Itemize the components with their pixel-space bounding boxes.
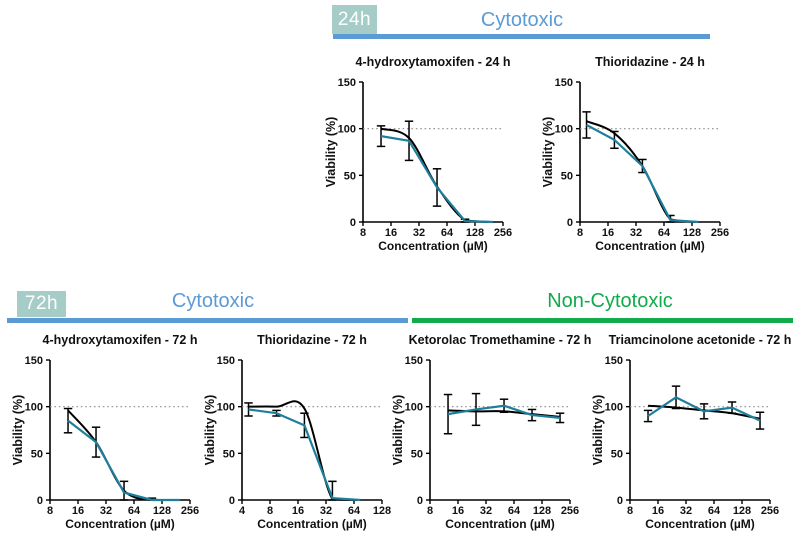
x-tick-label: 32: [630, 227, 642, 239]
chart-triamcinolone-acetonide-72h: Triamcinolone acetonide - 72 h Viability …: [591, 333, 791, 531]
x-tick-label: 16: [602, 227, 614, 239]
y-axis-label: Viability (%): [541, 117, 555, 188]
y-tick-label: 100: [25, 402, 43, 414]
x-tick-label: 32: [320, 505, 332, 517]
x-tick-label: 8: [427, 505, 433, 517]
chart-title: 4-hydroxytamoxifen - 72 h: [43, 333, 198, 347]
mean-line: [380, 135, 494, 224]
chart-thioridazine-72h: Thioridazine - 72 h Viability (%) Concentr…: [203, 333, 391, 531]
timepoint-badge-72h: 72h: [17, 291, 66, 317]
chart-title: Thioridazine - 24 h: [595, 55, 705, 69]
x-tick-label: 16: [72, 505, 84, 517]
y-axis-label: Viability (%): [591, 395, 605, 466]
y-tick-label: 150: [217, 355, 235, 367]
x-tick-label: 32: [680, 505, 692, 517]
chart-4-hydroxytamoxifen-24h: 4-hydroxytamoxifen - 24 h Viability (%) Co…: [324, 55, 512, 253]
x-tick-label: 4: [239, 505, 246, 517]
chart-title: 4-hydroxytamoxifen - 24 h: [356, 55, 511, 69]
x-tick-label: 32: [100, 505, 112, 517]
x-tick-label: 128: [373, 505, 391, 517]
mean-line: [447, 404, 561, 419]
x-tick-label: 256: [711, 227, 729, 239]
x-tick-label: 256: [181, 505, 199, 517]
timepoint-badge-24h: 24h: [332, 5, 377, 34]
x-axis-label: Concentration (µM): [445, 517, 555, 531]
y-tick-label: 100: [405, 402, 423, 414]
cytotoxic-72h-underline-bar: [7, 318, 408, 323]
chart-title: Thioridazine - 72 h: [257, 333, 367, 347]
y-tick-label: 0: [567, 217, 573, 229]
x-tick-label: 128: [733, 505, 751, 517]
y-axis-label: Viability (%): [391, 395, 405, 466]
y-tick-label: 0: [350, 217, 356, 229]
mean-line: [647, 396, 761, 422]
y-tick-label: 150: [605, 355, 623, 367]
x-tick-label: 256: [561, 505, 579, 517]
x-tick-label: 128: [466, 227, 484, 239]
x-tick-label: 64: [508, 505, 521, 517]
chart-title: Triamcinolone acetonide - 72 h: [609, 333, 792, 347]
x-tick-label: 256: [494, 227, 512, 239]
y-tick-label: 100: [605, 402, 623, 414]
x-tick-label: 8: [360, 227, 366, 239]
x-tick-label: 8: [627, 505, 633, 517]
y-tick-label: 150: [338, 77, 356, 89]
mean-line: [67, 419, 181, 502]
x-axis-label: Concentration (µM): [65, 517, 175, 531]
chart-title: Ketorolac Tromethamine - 72 h: [409, 333, 592, 347]
x-axis-label: Concentration (µM): [257, 517, 367, 531]
y-axis-label: Viability (%): [203, 395, 217, 466]
x-tick-label: 32: [413, 227, 425, 239]
x-tick-label: 256: [761, 505, 779, 517]
x-tick-label: 16: [652, 505, 664, 517]
x-axis-label: Concentration (µM): [645, 517, 755, 531]
y-tick-label: 100: [555, 124, 573, 136]
y-axis-label: Viability (%): [324, 117, 338, 188]
y-tick-label: 150: [405, 355, 423, 367]
y-tick-label: 50: [411, 448, 423, 460]
y-axis-label: Viability (%): [11, 395, 25, 466]
y-tick-label: 0: [37, 495, 43, 507]
y-tick-label: 150: [25, 355, 43, 367]
x-tick-label: 16: [292, 505, 304, 517]
x-tick-label: 128: [533, 505, 551, 517]
y-tick-label: 50: [611, 448, 623, 460]
x-tick-label: 16: [385, 227, 397, 239]
x-tick-label: 32: [480, 505, 492, 517]
x-tick-label: 64: [708, 505, 721, 517]
y-tick-label: 150: [555, 77, 573, 89]
x-tick-label: 8: [47, 505, 53, 517]
non-cytotoxic-72h-underline-bar: [412, 318, 793, 323]
group-label-cytotoxic-24h: Cytotoxic: [480, 9, 564, 31]
y-tick-label: 50: [223, 448, 235, 460]
y-tick-label: 0: [229, 495, 235, 507]
mean-line: [248, 408, 361, 502]
chart-4-hydroxytamoxifen-72h: 4-hydroxytamoxifen - 72 h Viability (%) Co…: [11, 333, 199, 531]
x-tick-label: 16: [452, 505, 464, 517]
x-tick-label: 64: [348, 505, 361, 517]
x-tick-label: 128: [153, 505, 171, 517]
x-axis-label: Concentration (µM): [378, 239, 488, 253]
x-tick-label: 8: [577, 227, 583, 239]
y-tick-label: 100: [338, 124, 356, 136]
mean-line: [585, 123, 699, 224]
y-tick-label: 0: [617, 495, 623, 507]
y-tick-label: 50: [31, 448, 43, 460]
x-tick-label: 8: [267, 505, 273, 517]
y-tick-label: 50: [344, 170, 356, 182]
y-tick-label: 0: [417, 495, 423, 507]
group-label-cytotoxic-72h: Cytotoxic: [171, 290, 255, 312]
x-tick-label: 64: [441, 227, 454, 239]
chart-thioridazine-24h: Thioridazine - 24 h Viability (%) Concentr…: [541, 55, 729, 253]
y-tick-label: 100: [217, 402, 235, 414]
x-tick-label: 64: [128, 505, 141, 517]
chart-ketorolac-tromethamine-72h: Ketorolac Tromethamine - 72 h Viability (…: [391, 333, 591, 531]
x-tick-label: 64: [658, 227, 671, 239]
cytotoxic-24h-underline-bar: [333, 34, 710, 39]
x-tick-label: 128: [683, 227, 701, 239]
group-label-non-cytotoxic-72h: Non-Cytotoxic: [547, 290, 673, 312]
y-tick-label: 50: [561, 170, 573, 182]
x-axis-label: Concentration (µM): [595, 239, 705, 253]
